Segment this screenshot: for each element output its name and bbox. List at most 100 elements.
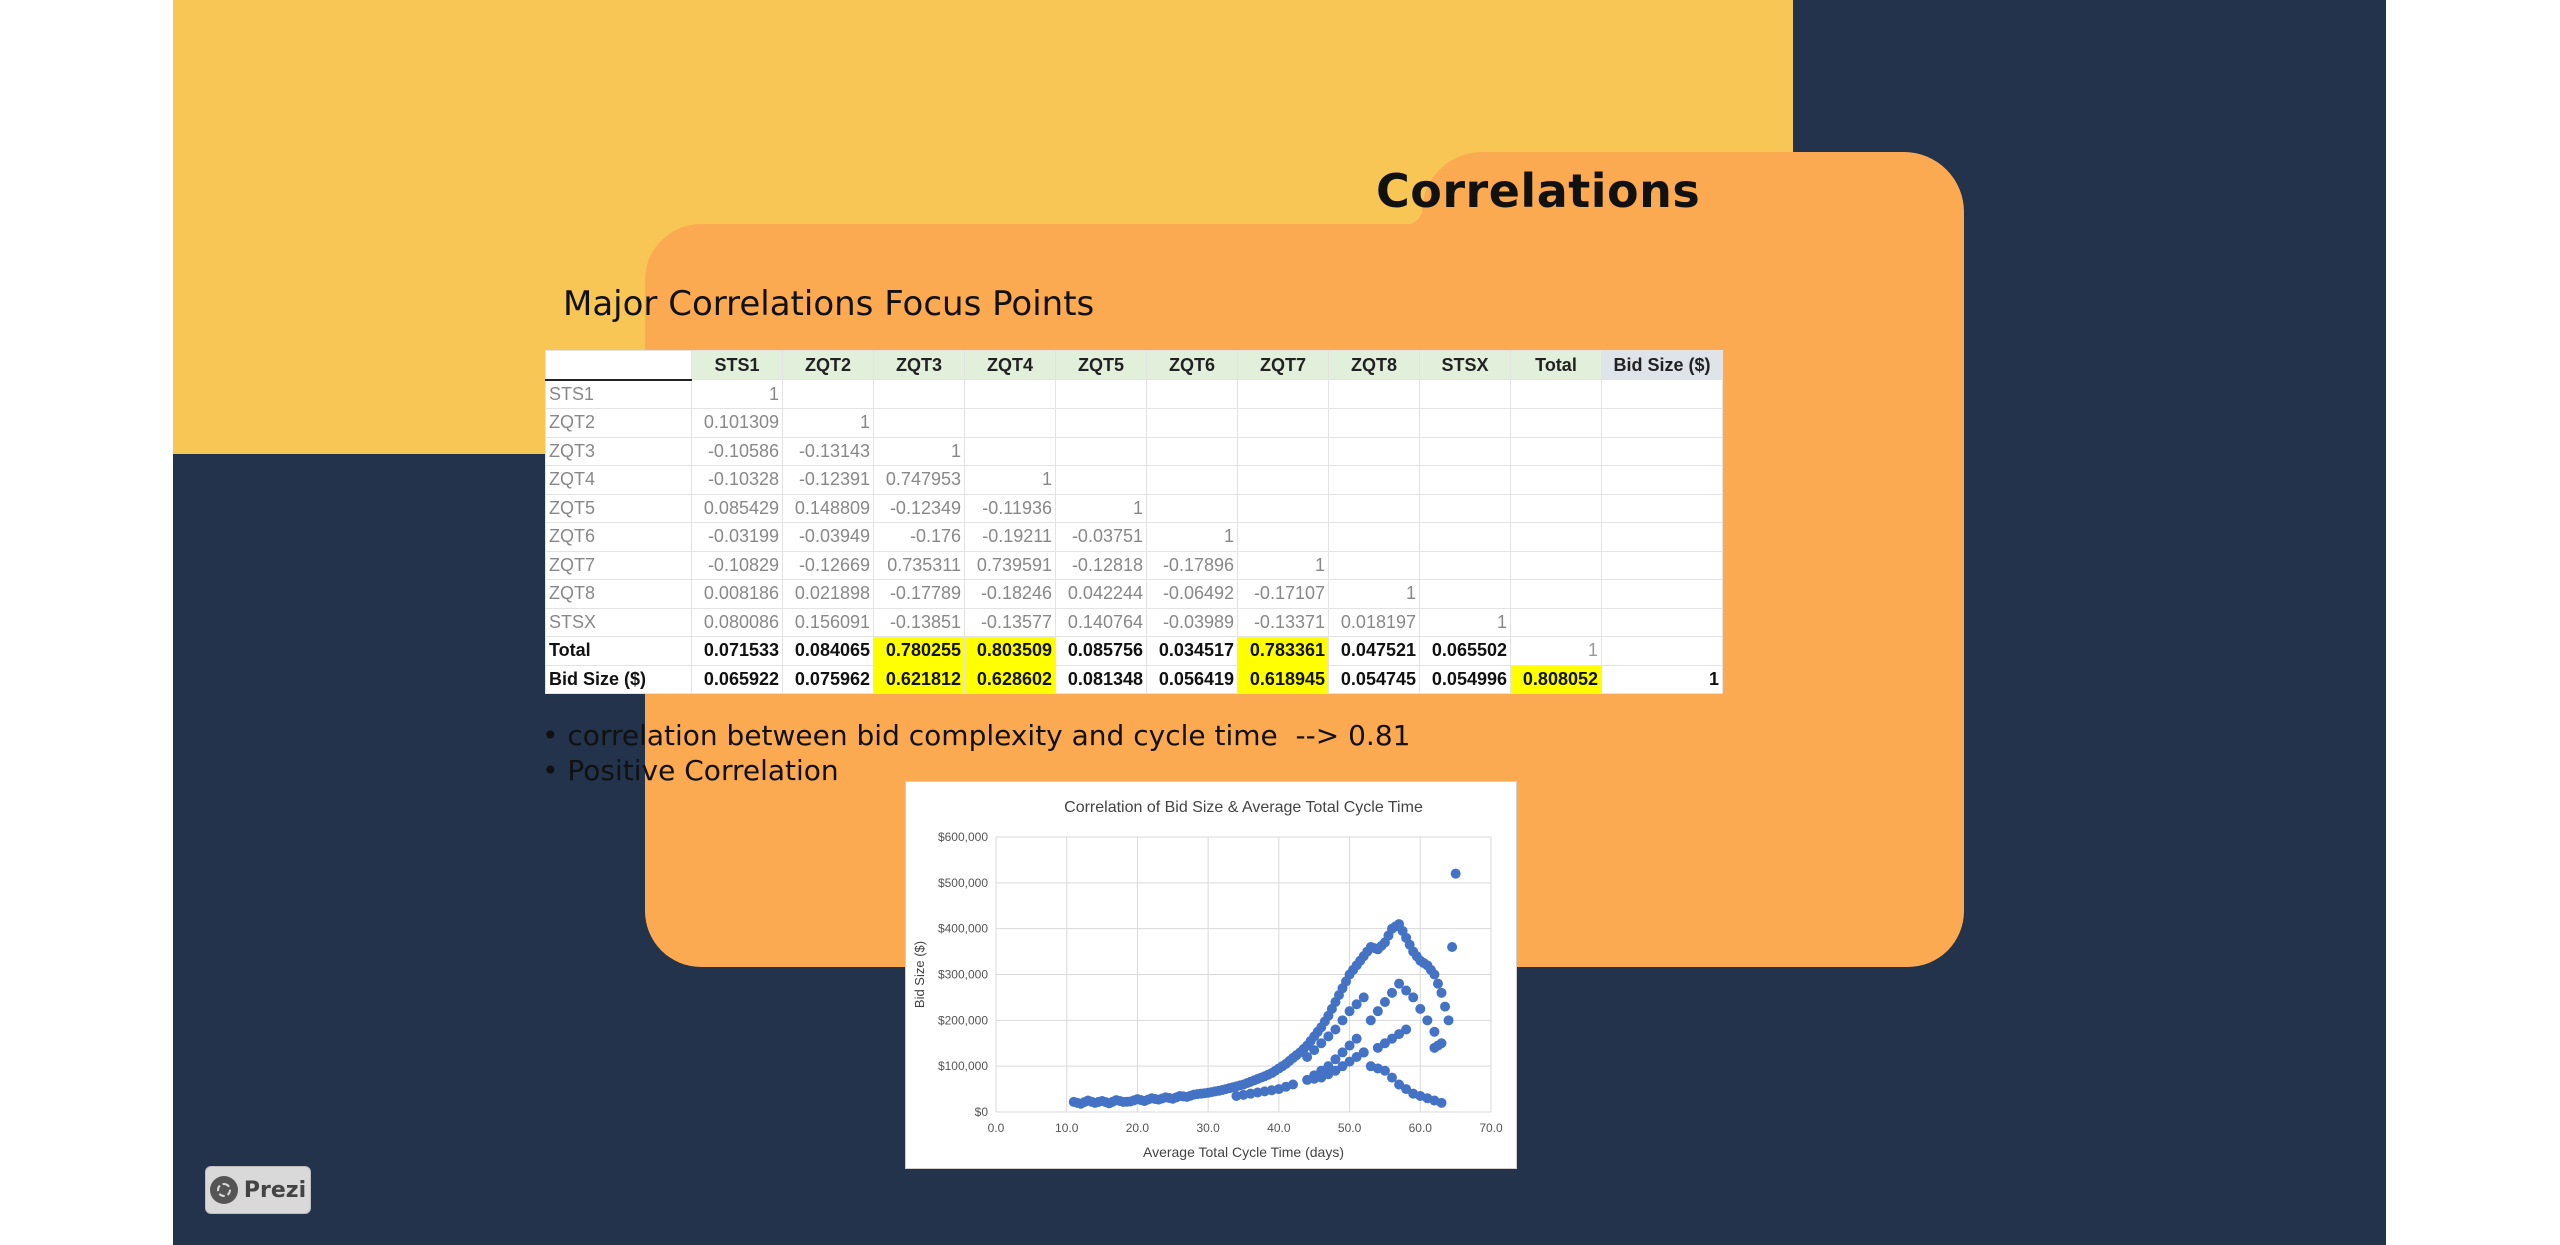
table-cell: -0.03751 [1055, 522, 1147, 552]
table-cell: -0.13851 [873, 607, 965, 637]
table-cell: -0.03949 [782, 522, 874, 552]
table-cell [1237, 493, 1329, 523]
table-cell: 0.085429 [691, 493, 783, 523]
table-cell: -0.03199 [691, 522, 783, 552]
scatter-point [1150, 1093, 1161, 1104]
scatter-point [1432, 978, 1443, 989]
scatter-point [1309, 1073, 1320, 1084]
table-cell [1237, 408, 1329, 438]
chart-title: Correlation of Bid Size & Average Total … [1064, 799, 1423, 816]
column-header: Total [1510, 350, 1602, 380]
scatter-point [1323, 1061, 1334, 1072]
scatter-point [1397, 925, 1408, 936]
table-cell [873, 379, 965, 409]
y-tick-label: $600,000 [938, 830, 988, 844]
scatter-point [1383, 930, 1394, 941]
table-cell [1328, 493, 1420, 523]
table-row: ZQT5 0.085429 0.148809 -0.12349 -0.11936 1 [545, 493, 1723, 523]
x-tick-label: 20.0 [1126, 1121, 1150, 1135]
folder-notch [1402, 204, 1424, 226]
table-cell: 0.084065 [782, 636, 874, 666]
table-cell: 0.803509 [964, 636, 1056, 666]
table-cell: 1 [1328, 579, 1420, 609]
slide-subtitle: Major Correlations Focus Points [563, 284, 1095, 324]
table-cell: -0.176 [873, 522, 965, 552]
table-cell: -0.17789 [873, 579, 965, 609]
table-row: ZQT2 0.101309 1 [545, 408, 1723, 438]
table-cell: 0.156091 [782, 607, 874, 637]
table-cell [1055, 379, 1147, 409]
table-cell: 0.081348 [1055, 664, 1147, 694]
scatter-point [1337, 1015, 1348, 1026]
table-cell [1146, 493, 1238, 523]
table-cell: -0.11936 [964, 493, 1056, 523]
table-cell [1419, 493, 1511, 523]
table-cell [1328, 465, 1420, 495]
prezi-badge[interactable]: Prezi [205, 1166, 311, 1214]
table-cell [1419, 408, 1511, 438]
prezi-logo-icon [209, 1176, 238, 1204]
scatter-point [1379, 997, 1390, 1007]
y-tick-label: $0 [975, 1105, 989, 1119]
table-cell: 0.747953 [873, 465, 965, 495]
table-cell: -0.13577 [964, 607, 1056, 637]
table-cell: -0.13143 [782, 436, 874, 466]
table-cell [1328, 379, 1420, 409]
table-cell: 1 [1146, 522, 1238, 552]
scatter-point [1266, 1085, 1277, 1096]
row-header-cell: Total [545, 636, 692, 666]
scatter-point [1351, 1052, 1362, 1062]
table-cell: -0.13371 [1237, 607, 1329, 637]
scatter-point [1408, 992, 1419, 1003]
table-cell [1146, 379, 1238, 409]
table-cell: 0.021898 [782, 579, 874, 609]
table-cell: -0.18246 [964, 579, 1056, 609]
table-cell [1510, 550, 1602, 580]
table-cell [964, 408, 1056, 438]
scatter-point [1394, 978, 1405, 989]
table-row: ZQT6 -0.03199 -0.03949 -0.176 -0.19211 -0.037… [545, 522, 1723, 552]
table-cell: -0.12818 [1055, 550, 1147, 580]
column-header: ZQT6 [1146, 350, 1238, 380]
table-cell [1055, 408, 1147, 438]
table-cell: -0.17896 [1146, 550, 1238, 580]
row-header-cell: ZQT8 [545, 579, 692, 609]
slide-title: Correlations [1376, 164, 1701, 218]
y-tick-label: $300,000 [938, 968, 988, 982]
scatter-point [1351, 1033, 1362, 1044]
x-tick-label: 30.0 [1196, 1121, 1220, 1135]
scatter-point [1086, 1096, 1097, 1107]
table-cell [1419, 550, 1511, 580]
row-header-cell: ZQT7 [545, 550, 692, 580]
table-cell: 1 [873, 436, 965, 466]
table-cell: 0.071533 [691, 636, 783, 666]
row-header-cell: ZQT5 [545, 493, 692, 523]
table-cell [1419, 465, 1511, 495]
scatter-point [1401, 1084, 1412, 1095]
scatter-point [1277, 1061, 1288, 1072]
column-header: STS1 [691, 350, 783, 380]
scatter-point [1394, 1079, 1405, 1090]
table-header-row: STS1 ZQT2 ZQT3 ZQT4 ZQT5 ZQT6 ZQT7 ZQT8 STSX Tota… [545, 350, 1723, 381]
scatter-point [1429, 1095, 1440, 1106]
table-cell [1237, 379, 1329, 409]
y-axis-label: Bid Size ($) [912, 941, 927, 1008]
table-cell [1601, 579, 1723, 609]
scatter-point [1333, 990, 1344, 1001]
scatter-point [1418, 958, 1429, 969]
row-header-cell: STSX [545, 607, 692, 637]
y-tick-label: $100,000 [938, 1059, 988, 1073]
table-cell: -0.06492 [1146, 579, 1238, 609]
scatter-point [1432, 1040, 1443, 1051]
row-header-cell: ZQT3 [545, 436, 692, 466]
table-cell: 1 [691, 379, 783, 409]
table-cell [1601, 607, 1723, 637]
scatter-point [1344, 1006, 1355, 1017]
y-tick-label: $200,000 [938, 1013, 988, 1027]
table-cell [1055, 436, 1147, 466]
scatter-point [1298, 1043, 1309, 1054]
prezi-label: Prezi [243, 1177, 307, 1203]
table-cell [1510, 465, 1602, 495]
table-cell [1328, 408, 1420, 438]
table-cell: -0.10586 [691, 436, 783, 466]
